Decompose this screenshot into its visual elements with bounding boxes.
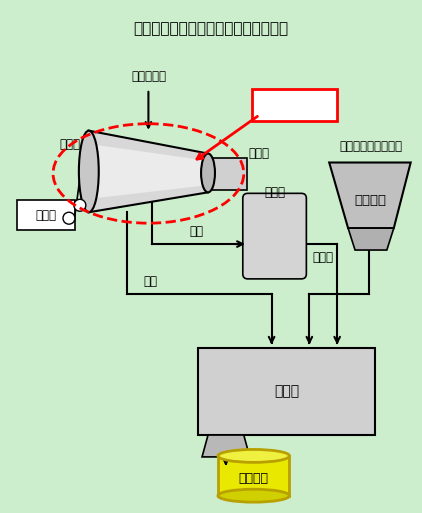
FancyBboxPatch shape xyxy=(17,200,75,230)
Text: 当該箇所: 当該箇所 xyxy=(278,98,311,112)
Text: 固体: 固体 xyxy=(143,275,157,288)
Text: セメント: セメント xyxy=(354,194,386,207)
FancyBboxPatch shape xyxy=(252,89,337,121)
Polygon shape xyxy=(348,228,394,250)
Text: 濃縮器: 濃縮器 xyxy=(264,186,285,199)
Polygon shape xyxy=(329,163,411,228)
Text: 電動機: 電動機 xyxy=(35,209,57,222)
Text: 混練機: 混練機 xyxy=(274,384,299,398)
Ellipse shape xyxy=(79,131,99,212)
Text: 液体廃棄物: 液体廃棄物 xyxy=(131,70,166,84)
Text: 濃縮液: 濃縮液 xyxy=(313,251,334,265)
FancyBboxPatch shape xyxy=(198,347,375,435)
Text: セメント供給ホッパ: セメント供給ホッパ xyxy=(339,140,403,153)
Text: セメント固化装置脱水機まわり概略図: セメント固化装置脱水機まわり概略図 xyxy=(133,21,289,36)
Polygon shape xyxy=(94,145,206,199)
Text: 減速機: 減速機 xyxy=(249,147,270,160)
Ellipse shape xyxy=(218,489,289,502)
FancyBboxPatch shape xyxy=(218,456,289,496)
Ellipse shape xyxy=(218,449,289,462)
Text: 液体: 液体 xyxy=(189,225,203,238)
Ellipse shape xyxy=(201,153,215,192)
FancyBboxPatch shape xyxy=(243,193,306,279)
Ellipse shape xyxy=(74,200,86,211)
Text: 脱水機: 脱水機 xyxy=(59,138,80,151)
Ellipse shape xyxy=(63,212,75,224)
Polygon shape xyxy=(89,131,208,212)
Text: ドラム缶: ドラム缶 xyxy=(239,472,269,485)
Polygon shape xyxy=(202,435,250,457)
FancyBboxPatch shape xyxy=(210,157,247,190)
